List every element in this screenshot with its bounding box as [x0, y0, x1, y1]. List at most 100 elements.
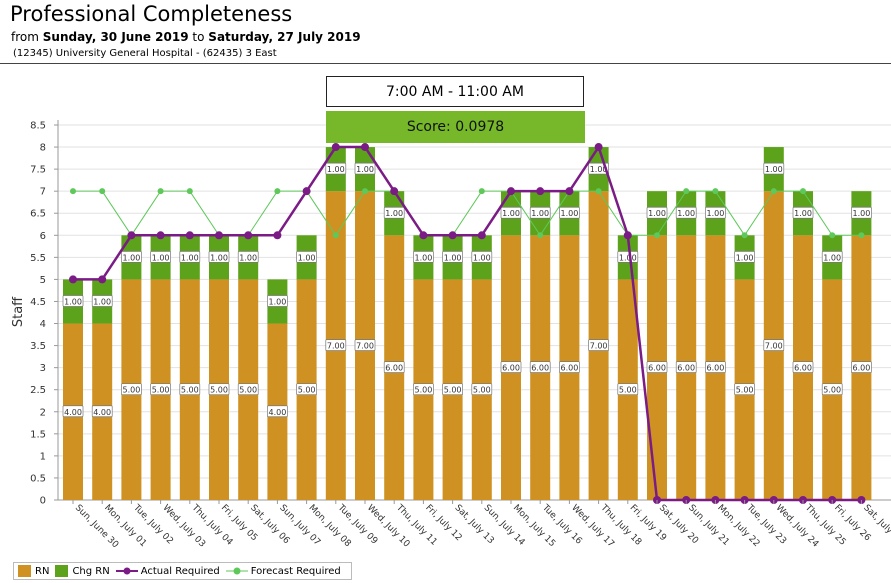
label-chg-rn-box: [559, 206, 580, 219]
legend-line-actual-icon: [115, 567, 138, 575]
point-forecast: [362, 188, 368, 195]
y-tick-label: 8.5: [30, 121, 46, 132]
label-chg-rn-box: [821, 251, 843, 263]
label-rn-box: [734, 383, 755, 396]
label-chg-rn: 1.00: [852, 209, 870, 218]
point-forecast: [332, 232, 339, 239]
point-forecast: [70, 188, 76, 195]
point-actual: [98, 275, 107, 284]
header-divider: [0, 63, 891, 64]
label-rn: 4.00: [268, 408, 286, 417]
label-chg-rn: 1.00: [356, 165, 374, 174]
y-tick-label: 6.5: [30, 209, 46, 220]
y-tick-label: 8: [40, 143, 46, 154]
label-chg-rn-box: [646, 206, 668, 219]
label-chg-rn-box: [851, 206, 872, 219]
label-rn: 5.00: [414, 386, 432, 395]
y-tick-label: 1: [40, 451, 46, 462]
label-chg-rn-box: [705, 206, 726, 219]
point-forecast: [741, 232, 748, 239]
label-chg-rn-box: [500, 206, 522, 219]
label-rn: 6.00: [794, 364, 812, 373]
point-actual: [623, 231, 632, 240]
label-rn-box: [675, 361, 697, 373]
label-chg-rn-box: [208, 251, 230, 263]
point-forecast: [157, 188, 164, 195]
point-actual: [477, 231, 486, 240]
point-actual: [273, 231, 282, 240]
label-rn: 4.00: [64, 408, 82, 417]
label-rn: 6.00: [560, 364, 578, 373]
label-chg-rn: 1.00: [473, 253, 491, 262]
point-actual: [331, 143, 340, 152]
label-rn-box: [442, 383, 463, 396]
label-chg-rn-box: [179, 251, 201, 263]
label-rn: 5.00: [823, 386, 841, 395]
label-chg-rn: 1.00: [181, 253, 199, 262]
y-tick-label: 7: [40, 187, 46, 198]
legend-item-actual[interactable]: Actual Required: [115, 566, 220, 577]
legend-label-rn: RN: [35, 565, 50, 577]
label-rn: 6.00: [677, 364, 695, 373]
point-actual: [419, 231, 428, 240]
label-rn-box: [121, 383, 142, 396]
y-tick-label: 0.5: [30, 473, 46, 484]
label-chg-rn-box: [471, 251, 493, 263]
label-chg-rn: 1.00: [298, 253, 316, 262]
label-chg-rn: 1.00: [385, 209, 403, 218]
point-forecast: [186, 188, 193, 195]
point-actual: [156, 231, 165, 240]
legend-item-rn[interactable]: RN: [18, 565, 49, 577]
point-forecast: [683, 188, 690, 195]
label-chg-rn: 1.00: [619, 253, 637, 262]
label-rn-box: [296, 383, 317, 396]
label-chg-rn: 1.00: [765, 165, 783, 174]
y-tick-label: 0: [40, 496, 46, 507]
series-forecast-line: [73, 190, 862, 237]
label-chg-rn: 1.00: [64, 297, 82, 306]
label-chg-rn-box: [413, 251, 434, 263]
label-rn: 6.00: [531, 364, 549, 373]
label-chg-rn-box: [267, 295, 288, 307]
label-rn-box: [705, 361, 726, 373]
point-actual: [69, 275, 77, 284]
label-rn-box: [150, 383, 171, 396]
label-rn: 5.00: [122, 386, 140, 395]
label-chg-rn-box: [529, 206, 551, 219]
legend-item-chg-rn[interactable]: Chg RN: [55, 565, 110, 577]
label-chg-rn-box: [325, 162, 347, 175]
point-forecast: [537, 232, 544, 239]
y-axis-label: Staff: [11, 296, 26, 327]
label-chg-rn-box: [150, 251, 171, 263]
label-rn: 5.00: [152, 386, 170, 395]
point-actual: [244, 231, 253, 240]
point-actual: [594, 143, 603, 152]
label-chg-rn: 1.00: [531, 209, 549, 218]
label-rn: 6.00: [706, 364, 724, 373]
label-rn-box: [325, 339, 347, 351]
point-forecast: [829, 232, 836, 239]
y-tick-label: 4.5: [30, 297, 46, 308]
label-rn-box: [617, 383, 639, 396]
label-chg-rn: 1.00: [736, 253, 754, 262]
label-rn: 5.00: [239, 386, 257, 395]
label-chg-rn-box: [383, 206, 405, 219]
to-label: to: [192, 30, 205, 44]
legend-line-forecast-icon: [225, 567, 248, 575]
point-forecast: [595, 188, 602, 195]
label-rn: 7.00: [765, 342, 783, 351]
y-tick-label: 1.5: [30, 429, 46, 440]
label-rn: 5.00: [736, 386, 754, 395]
legend-item-forecast[interactable]: Forecast Required: [225, 566, 341, 577]
point-actual: [127, 231, 136, 240]
label-rn-box: [208, 383, 230, 396]
start-date: Sunday, 30 June 2019: [42, 30, 189, 44]
label-rn-box: [588, 339, 609, 351]
label-chg-rn-box: [734, 251, 755, 263]
label-chg-rn: 1.00: [590, 165, 608, 174]
label-rn-box: [179, 383, 201, 396]
from-label: from: [11, 30, 39, 44]
label-rn-box: [500, 361, 522, 373]
label-chg-rn: 1.00: [648, 209, 666, 218]
label-rn: 7.00: [356, 342, 374, 351]
